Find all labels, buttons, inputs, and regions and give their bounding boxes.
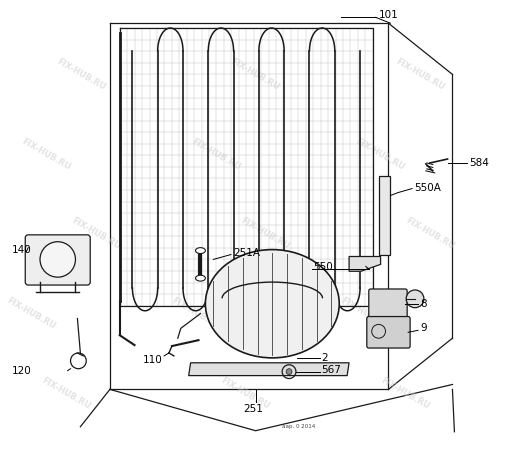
Ellipse shape [195, 275, 205, 281]
Text: FIX-HUB.RU: FIX-HUB.RU [338, 296, 390, 331]
FancyBboxPatch shape [368, 289, 407, 318]
Polygon shape [188, 363, 348, 376]
Text: FIX-HUB.RU: FIX-HUB.RU [70, 216, 122, 252]
Text: 584: 584 [468, 158, 488, 168]
Text: FIX-HUB.RU: FIX-HUB.RU [6, 296, 57, 331]
Text: 2: 2 [321, 353, 328, 363]
Polygon shape [348, 256, 380, 271]
Text: 101: 101 [378, 10, 397, 20]
Text: FIX-HUB.RU: FIX-HUB.RU [378, 376, 430, 411]
Circle shape [40, 242, 75, 277]
Text: FIX-HUB.RU: FIX-HUB.RU [170, 296, 221, 331]
Text: FIX-HUB.RU: FIX-HUB.RU [393, 57, 445, 92]
Text: FIX-HUB.RU: FIX-HUB.RU [354, 137, 405, 172]
Text: 550A: 550A [413, 183, 440, 193]
Text: 567: 567 [321, 364, 341, 375]
Text: 140: 140 [12, 245, 31, 255]
Text: FIX-HUB.RU: FIX-HUB.RU [403, 216, 455, 252]
Circle shape [406, 290, 423, 308]
Text: FIX-HUB.RU: FIX-HUB.RU [239, 216, 291, 252]
Text: aap. 0 2014: aap. 0 2014 [282, 424, 315, 429]
Text: 120: 120 [12, 366, 31, 376]
Circle shape [285, 369, 291, 374]
Text: FIX-HUB.RU: FIX-HUB.RU [20, 137, 72, 172]
Text: 251: 251 [242, 404, 262, 414]
Text: 110: 110 [142, 355, 162, 365]
Text: FIX-HUB.RU: FIX-HUB.RU [55, 57, 107, 92]
Ellipse shape [205, 250, 338, 358]
Text: FIX-HUB.RU: FIX-HUB.RU [229, 57, 281, 92]
Text: FIX-HUB.RU: FIX-HUB.RU [40, 376, 92, 411]
Text: 9: 9 [419, 324, 426, 333]
Text: 251A: 251A [232, 248, 260, 257]
Text: 8: 8 [419, 299, 426, 309]
Text: 550: 550 [313, 262, 333, 272]
Bar [378, 176, 390, 255]
Text: FIX-HUB.RU: FIX-HUB.RU [189, 137, 241, 172]
FancyBboxPatch shape [25, 235, 90, 285]
Text: FIX-HUB.RU: FIX-HUB.RU [219, 376, 271, 411]
Ellipse shape [195, 248, 205, 253]
FancyBboxPatch shape [366, 316, 410, 348]
